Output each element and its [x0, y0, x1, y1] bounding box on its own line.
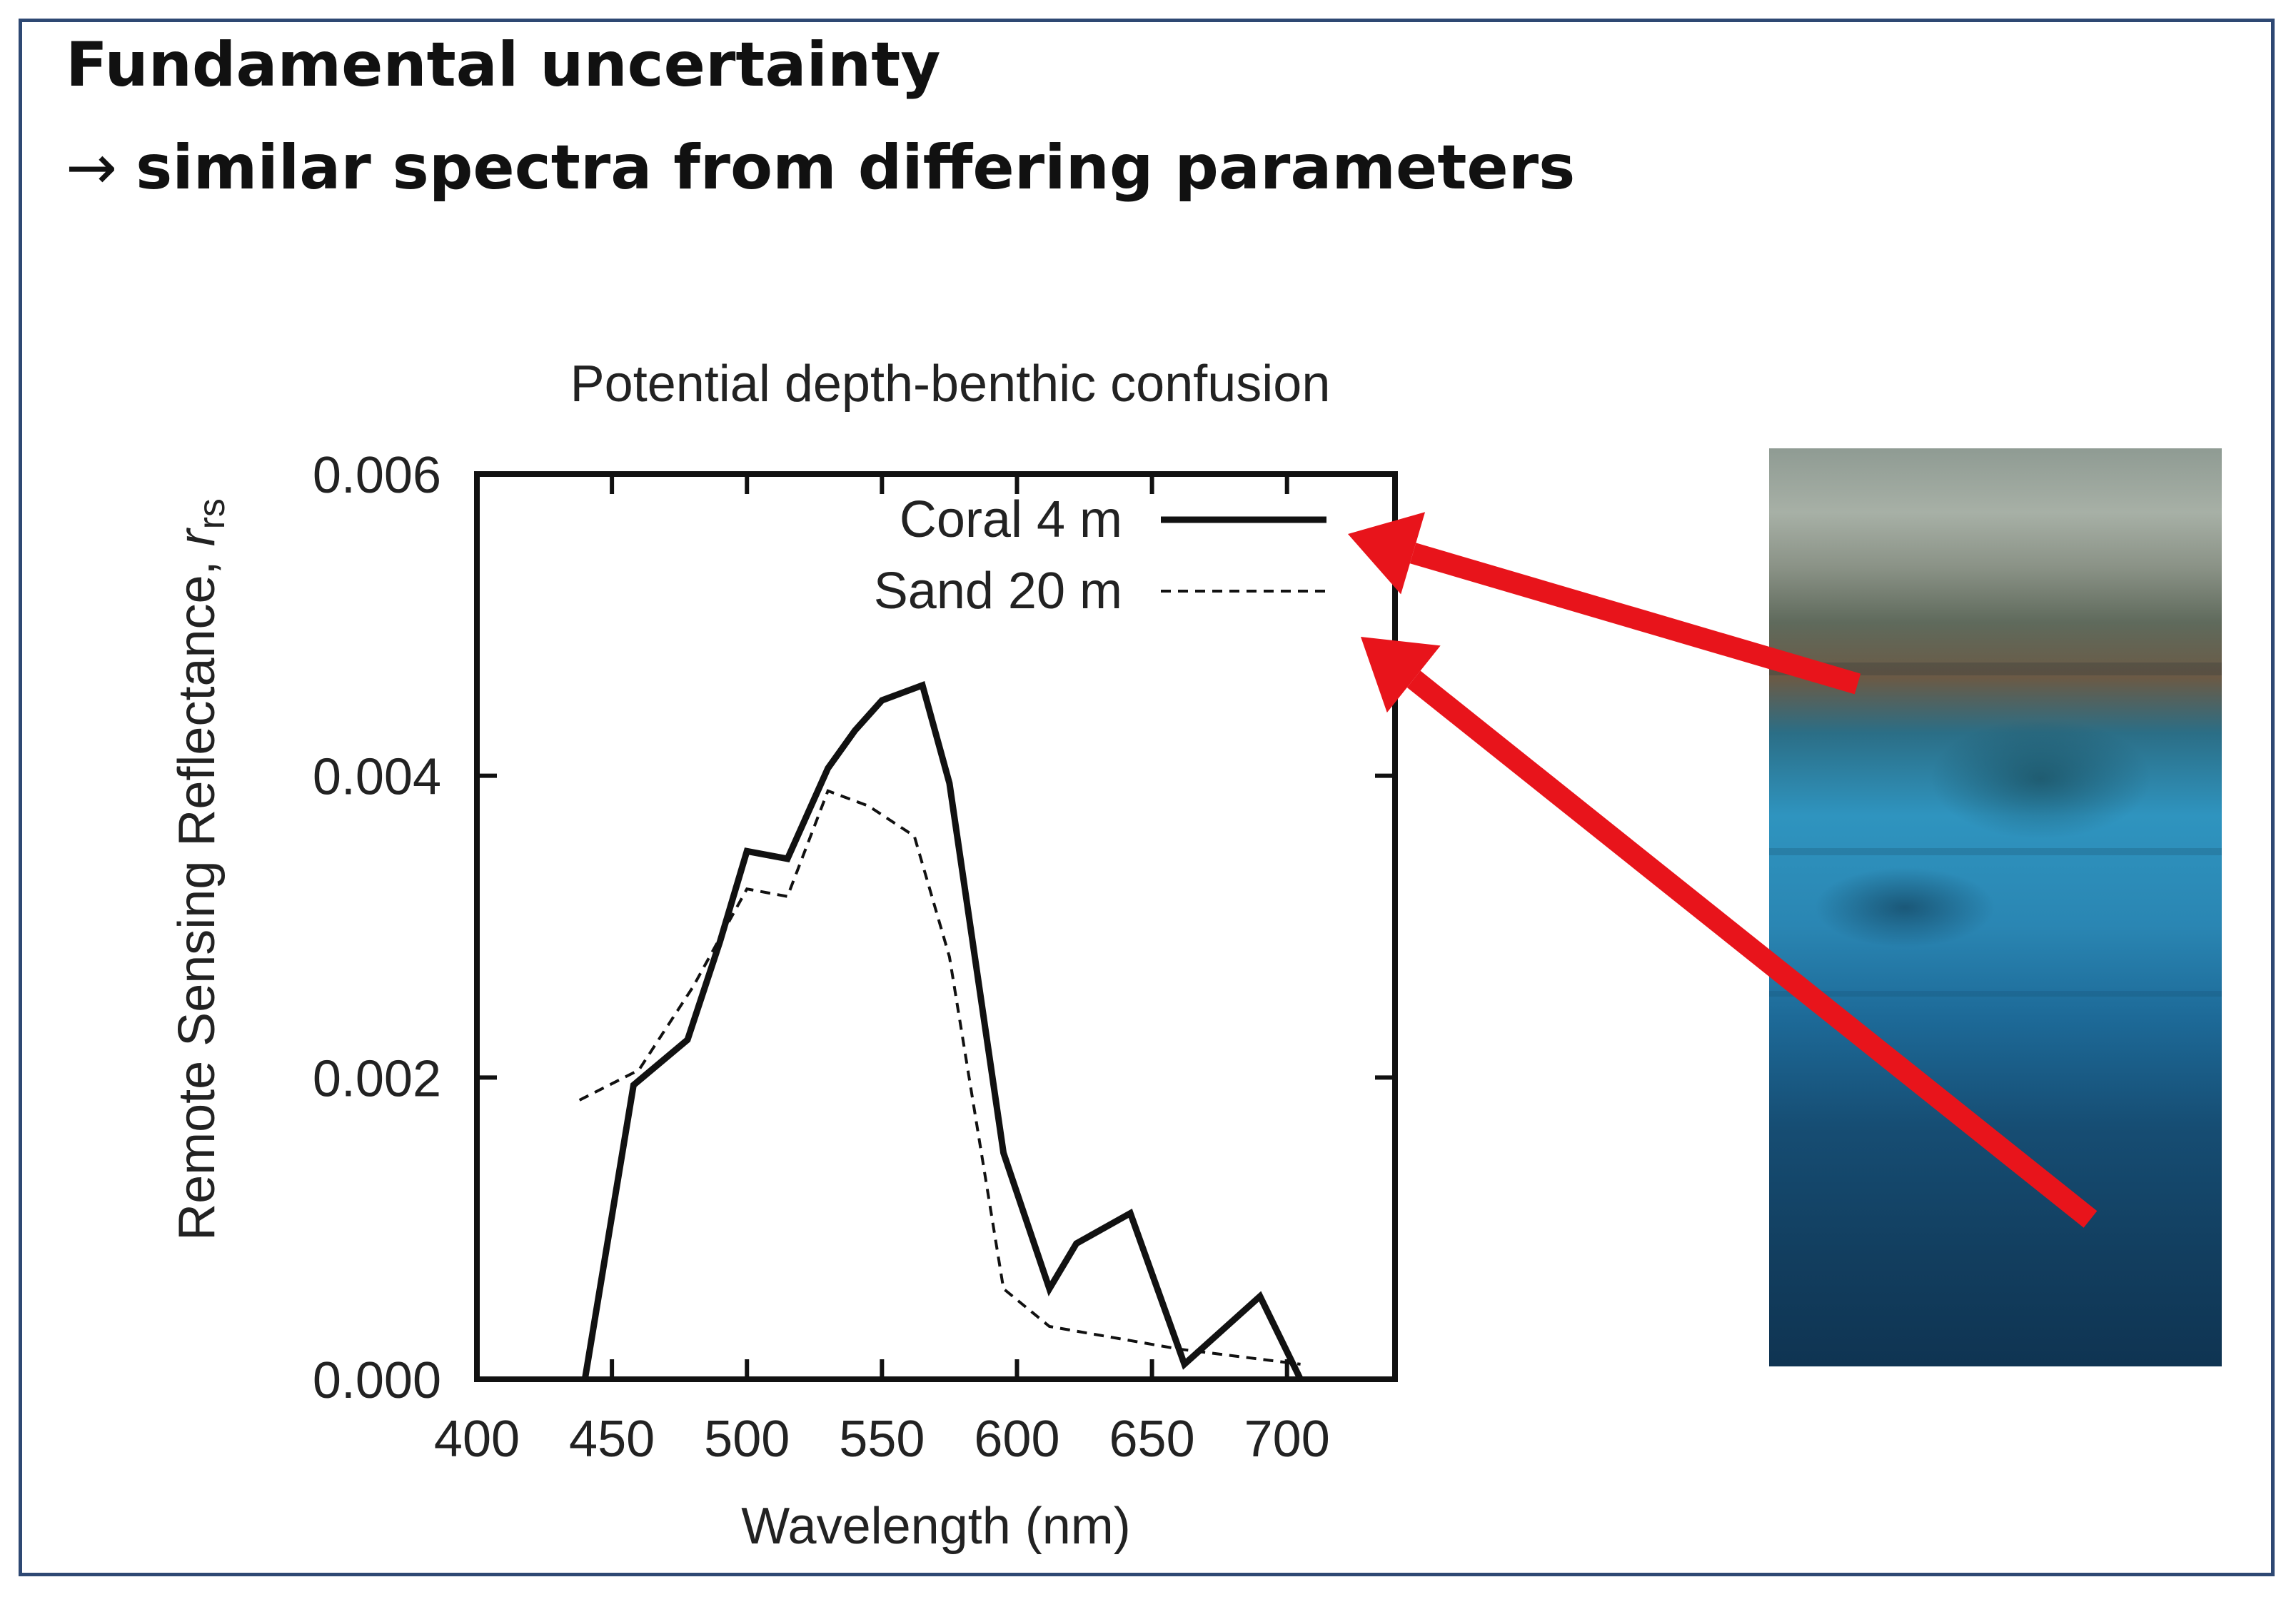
y-tick-label: 0.002 — [313, 1050, 441, 1107]
x-tick-label: 600 — [974, 1411, 1059, 1468]
x-tick-label: 700 — [1244, 1411, 1330, 1468]
legend-label: Coral 4 m — [900, 491, 1122, 548]
slide-title-line-1: Fundamental uncertainty — [66, 29, 941, 101]
red-arrow-sand — [1406, 670, 2098, 1228]
x-tick-label: 400 — [434, 1411, 520, 1468]
red-arrow-coral — [1409, 543, 1861, 695]
chart-title: Potential depth-benthic confusion — [570, 356, 1331, 413]
series-line-sand — [578, 789, 1301, 1366]
x-axis-label: Wavelength (nm) — [741, 1498, 1131, 1555]
x-tick-label: 450 — [569, 1411, 655, 1468]
right-arrow-icon: → — [66, 132, 118, 203]
x-tick-label: 550 — [839, 1411, 925, 1468]
series-line-coral — [581, 680, 1304, 1381]
y-tick-label: 0.000 — [313, 1352, 441, 1409]
legend-label: Sand 20 m — [874, 563, 1122, 620]
plot-frame — [474, 471, 1398, 1382]
satellite-image — [1769, 448, 2222, 1366]
red-arrow-coral-head — [1348, 512, 1426, 595]
y-tick-label: 0.004 — [313, 749, 441, 806]
x-tick-label: 500 — [704, 1411, 790, 1468]
red-arrow-sand-head — [1361, 637, 1441, 713]
y-axis-label: Remote Sensing Reflectance, rrs — [168, 498, 233, 1241]
slide-subtitle: similar spectra from differing parameter… — [136, 132, 1576, 203]
x-tick-label: 650 — [1109, 1411, 1195, 1468]
slide-title-line-2: → similar spectra from differing paramete… — [66, 137, 1575, 198]
y-tick-label: 0.006 — [313, 447, 441, 504]
